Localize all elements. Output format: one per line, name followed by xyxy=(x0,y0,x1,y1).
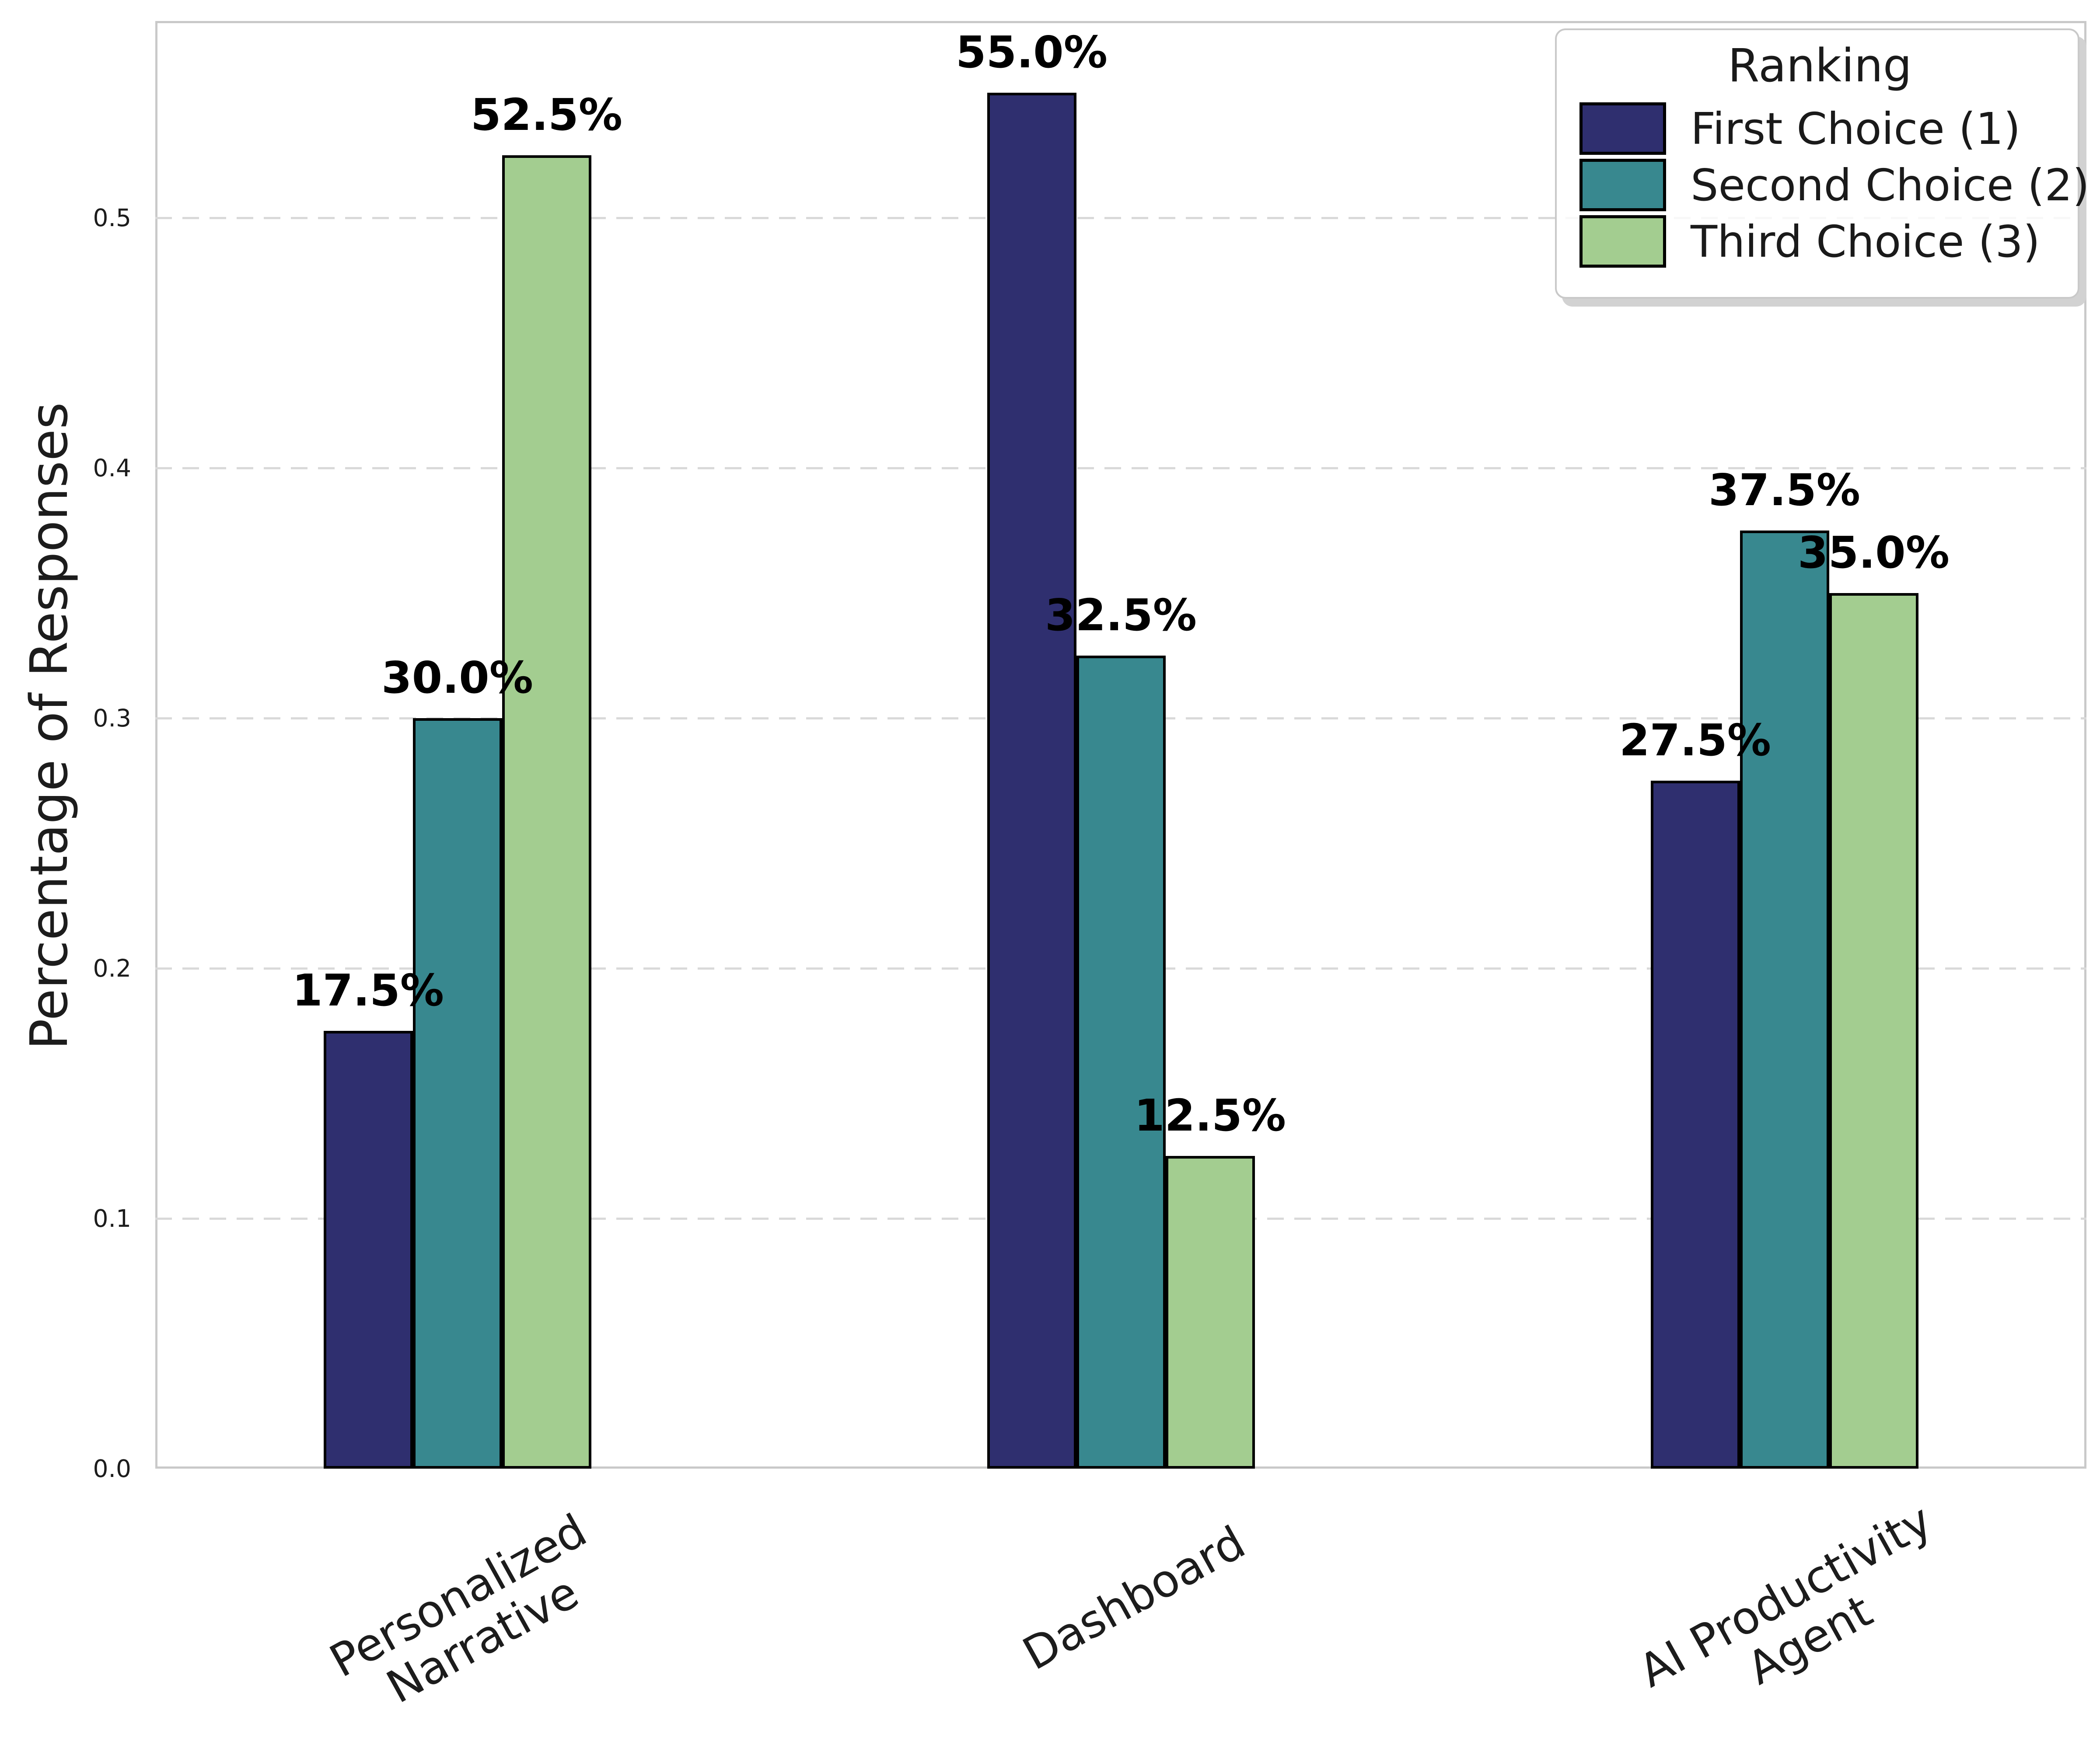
bar xyxy=(1829,593,1918,1469)
x-tick-label: AI Productivity Agent xyxy=(1630,1494,1940,1698)
legend: Ranking First Choice (1) Second Choice (2… xyxy=(1555,28,2090,299)
bar xyxy=(412,718,502,1469)
bar xyxy=(1740,530,1829,1469)
bar-value-label: 55.0% xyxy=(956,26,1108,78)
bar-value-label: 52.5% xyxy=(471,89,622,140)
bar xyxy=(323,1030,413,1469)
legend-items: First Choice (1) Second Choice (2) Third C… xyxy=(1579,98,2090,272)
bar-value-label: 27.5% xyxy=(1619,714,1771,766)
legend-item: First Choice (1) xyxy=(1579,102,2060,155)
bar-value-label: 12.5% xyxy=(1134,1089,1286,1141)
legend-swatch-icon xyxy=(1579,102,1666,155)
legend-item: Third Choice (3) xyxy=(1579,215,2060,268)
legend-item-label: Second Choice (2) xyxy=(1691,159,2090,211)
bar xyxy=(1076,655,1166,1469)
legend-swatch-icon xyxy=(1579,215,1666,268)
legend-item-label: Third Choice (3) xyxy=(1691,216,2040,267)
gridline xyxy=(155,216,2086,219)
y-tick-label: 0.4 xyxy=(93,454,131,482)
y-axis-label: Percentage of Responses xyxy=(19,402,79,1050)
x-tick-label: Dashboard xyxy=(1014,1516,1254,1681)
bar-value-label: 37.5% xyxy=(1709,464,1860,516)
legend-item-label: First Choice (1) xyxy=(1691,103,2021,154)
y-tick-label: 0.5 xyxy=(93,203,131,232)
gridline xyxy=(155,467,2086,469)
legend-swatch-icon xyxy=(1579,159,1666,211)
bar xyxy=(1165,1156,1255,1469)
y-tick-label: 0.2 xyxy=(93,954,131,982)
bar-value-label: 35.0% xyxy=(1798,527,1950,578)
y-tick-label: 0.1 xyxy=(93,1204,131,1232)
y-tick-label: 0.3 xyxy=(93,704,131,732)
bar-value-label: 30.0% xyxy=(381,652,533,703)
bar-value-label: 32.5% xyxy=(1045,589,1197,641)
bar xyxy=(502,155,591,1469)
legend-item: Second Choice (2) xyxy=(1579,159,2090,211)
bar-value-label: 17.5% xyxy=(292,964,444,1016)
bar xyxy=(1650,780,1740,1469)
y-tick-label: 0.0 xyxy=(93,1455,131,1483)
bar xyxy=(987,92,1076,1469)
x-tick-label: Personalized Narrative xyxy=(321,1504,595,1714)
legend-title: Ranking xyxy=(1728,39,1912,92)
